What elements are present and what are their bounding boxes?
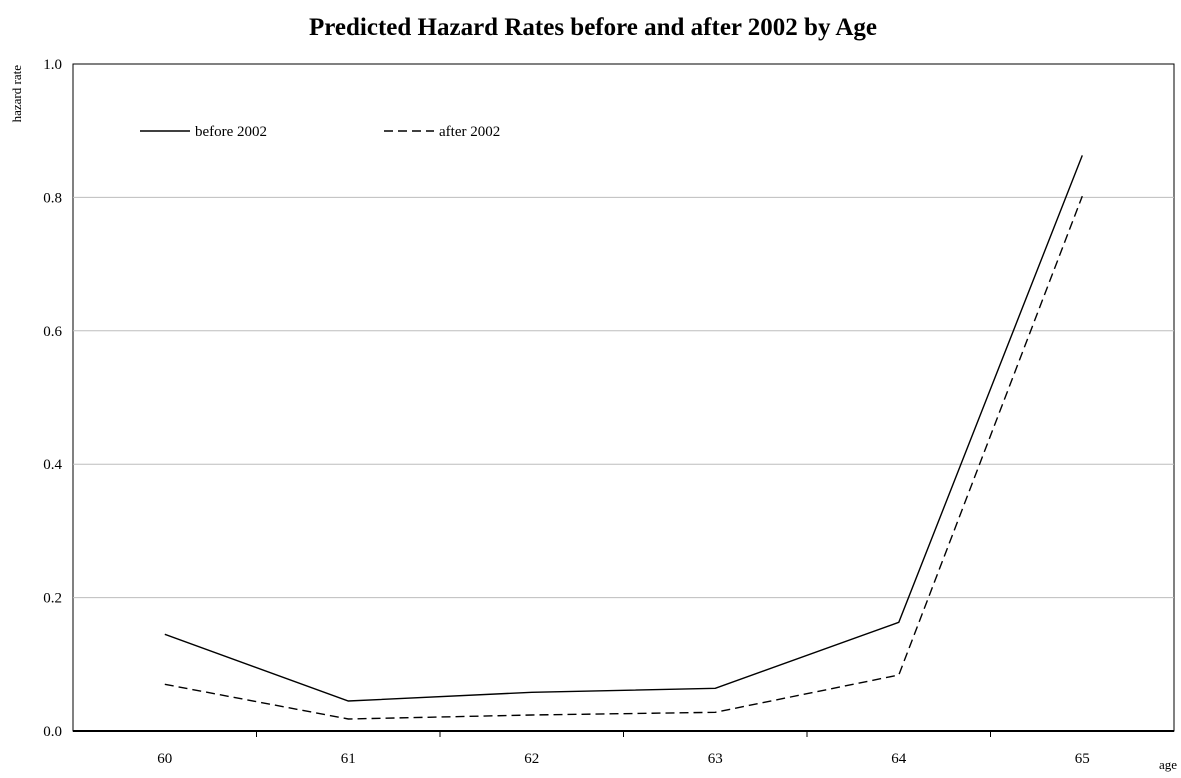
x-axis-label: age: [1159, 757, 1177, 772]
y-axis: 0.0 0.2 0.4 0.6 0.8 1.0: [43, 57, 62, 740]
x-axis: 60 61 62 63 64 65: [157, 731, 1090, 767]
y-tick-label: 0.8: [43, 190, 62, 206]
y-tick-label: 0.4: [43, 457, 62, 473]
plot-area: [72, 63, 1175, 732]
x-tick-label: 60: [157, 751, 172, 767]
series-line-after-2002: [164, 195, 1083, 720]
y-tick-label: 0.0: [43, 724, 62, 740]
y-tick-label: 0.6: [43, 324, 62, 340]
y-tick-label: 1.0: [43, 57, 62, 73]
x-tick-label: 62: [524, 751, 539, 767]
x-tick-label: 63: [708, 751, 723, 767]
x-tick-label: 64: [891, 751, 907, 767]
y-tick-label: 0.2: [43, 591, 62, 607]
x-tick-label: 61: [341, 751, 356, 767]
legend-label: before 2002: [195, 124, 267, 140]
legend-label: after 2002: [439, 124, 500, 140]
x-tick-label: 65: [1075, 751, 1090, 767]
gridlines: [73, 196, 1174, 599]
series: [164, 155, 1083, 720]
y-axis-label: hazard rate: [9, 65, 24, 123]
chart-title: Predicted Hazard Rates before and after …: [309, 14, 877, 41]
legend: before 2002 after 2002: [140, 124, 500, 140]
series-line-before-2002: [164, 155, 1083, 702]
